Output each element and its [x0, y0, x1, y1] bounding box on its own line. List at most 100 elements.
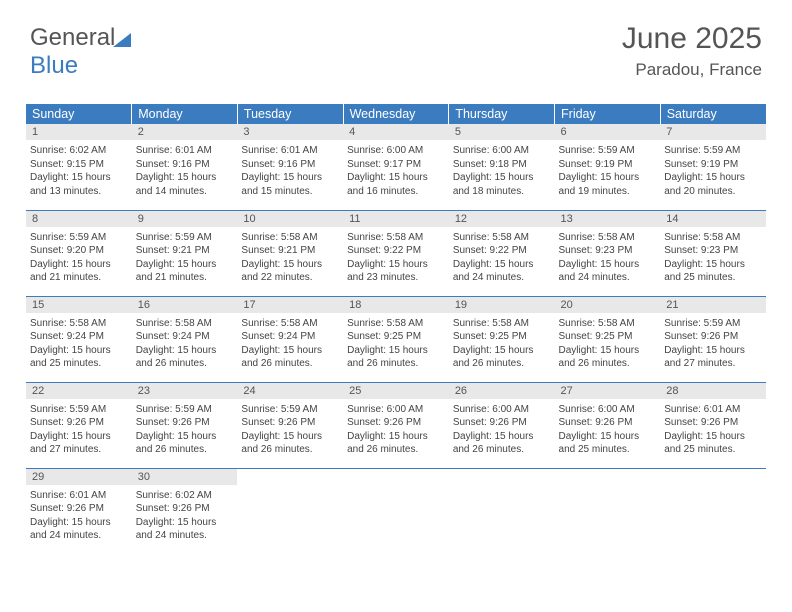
- day-body: Sunrise: 6:00 AMSunset: 9:18 PMDaylight:…: [449, 142, 555, 202]
- day-number: 8: [26, 211, 132, 227]
- day-body: Sunrise: 5:58 AMSunset: 9:25 PMDaylight:…: [555, 315, 661, 375]
- day-number: 23: [132, 383, 238, 399]
- calendar-cell: 30Sunrise: 6:02 AMSunset: 9:26 PMDayligh…: [132, 468, 238, 554]
- calendar-cell: 5Sunrise: 6:00 AMSunset: 9:18 PMDaylight…: [449, 124, 555, 210]
- calendar-cell: 1Sunrise: 6:02 AMSunset: 9:15 PMDaylight…: [26, 124, 132, 210]
- sunset-line: Sunset: 9:24 PM: [136, 331, 210, 342]
- day-body: Sunrise: 6:01 AMSunset: 9:16 PMDaylight:…: [132, 142, 238, 202]
- calendar-cell: [237, 468, 343, 554]
- day-body: Sunrise: 5:59 AMSunset: 9:21 PMDaylight:…: [132, 229, 238, 289]
- daylight-line: Daylight: 15 hours and 15 minutes.: [241, 172, 322, 197]
- weekday-header: Friday: [555, 104, 661, 124]
- sunset-line: Sunset: 9:21 PM: [241, 245, 315, 256]
- day-body: Sunrise: 5:59 AMSunset: 9:26 PMDaylight:…: [132, 401, 238, 461]
- daylight-line: Daylight: 15 hours and 26 minutes.: [241, 345, 322, 370]
- sunrise-line: Sunrise: 5:59 AM: [664, 318, 740, 329]
- day-body: Sunrise: 6:01 AMSunset: 9:26 PMDaylight:…: [660, 401, 766, 461]
- day-body: Sunrise: 5:59 AMSunset: 9:19 PMDaylight:…: [660, 142, 766, 202]
- sunset-line: Sunset: 9:25 PM: [453, 331, 527, 342]
- day-number: 19: [449, 297, 555, 313]
- calendar-cell: 20Sunrise: 5:58 AMSunset: 9:25 PMDayligh…: [555, 296, 661, 382]
- calendar-cell: [660, 468, 766, 554]
- sunset-line: Sunset: 9:26 PM: [30, 503, 104, 514]
- sunset-line: Sunset: 9:22 PM: [347, 245, 421, 256]
- sunset-line: Sunset: 9:26 PM: [559, 417, 633, 428]
- weekday-header: Wednesday: [343, 104, 449, 124]
- day-body: Sunrise: 6:00 AMSunset: 9:26 PMDaylight:…: [449, 401, 555, 461]
- day-body: Sunrise: 5:58 AMSunset: 9:23 PMDaylight:…: [555, 229, 661, 289]
- daylight-line: Daylight: 15 hours and 27 minutes.: [30, 431, 111, 456]
- sunset-line: Sunset: 9:15 PM: [30, 159, 104, 170]
- calendar-cell: 3 Sunrise: 6:01 AMSunset: 9:16 PMDaylight…: [237, 124, 343, 210]
- day-body: Sunrise: 6:02 AMSunset: 9:15 PMDaylight:…: [26, 142, 132, 202]
- sunrise-line: Sunrise: 5:58 AM: [136, 318, 212, 329]
- day-number: 10: [237, 211, 343, 227]
- calendar-row: 1Sunrise: 6:02 AMSunset: 9:15 PMDaylight…: [26, 124, 766, 210]
- sunset-line: Sunset: 9:23 PM: [664, 245, 738, 256]
- day-number: 3: [237, 124, 343, 140]
- sunset-line: Sunset: 9:19 PM: [559, 159, 633, 170]
- brand-triangle-icon: [113, 33, 131, 47]
- calendar-cell: 27Sunrise: 6:00 AMSunset: 9:26 PMDayligh…: [555, 382, 661, 468]
- calendar-cell: 22Sunrise: 5:59 AMSunset: 9:26 PMDayligh…: [26, 382, 132, 468]
- day-body: Sunrise: 5:58 AMSunset: 9:24 PMDaylight:…: [132, 315, 238, 375]
- sunrise-line: Sunrise: 6:00 AM: [559, 404, 635, 415]
- sunset-line: Sunset: 9:26 PM: [30, 417, 104, 428]
- weekday-header-row: Sunday Monday Tuesday Wednesday Thursday…: [26, 104, 766, 124]
- sunset-line: Sunset: 9:26 PM: [664, 331, 738, 342]
- day-body: Sunrise: 5:58 AMSunset: 9:22 PMDaylight:…: [343, 229, 449, 289]
- sunrise-line: Sunrise: 6:00 AM: [347, 404, 423, 415]
- sunrise-line: Sunrise: 5:58 AM: [241, 232, 317, 243]
- sunset-line: Sunset: 9:26 PM: [241, 417, 315, 428]
- header-right: June 2025 Paradou, France: [622, 22, 762, 80]
- day-number: 12: [449, 211, 555, 227]
- day-body: Sunrise: 5:59 AMSunset: 9:19 PMDaylight:…: [555, 142, 661, 202]
- calendar-cell: 17Sunrise: 5:58 AMSunset: 9:24 PMDayligh…: [237, 296, 343, 382]
- sunset-line: Sunset: 9:23 PM: [559, 245, 633, 256]
- day-body: Sunrise: 5:59 AM Sunset: 9:26 PM Daylight:…: [660, 315, 766, 375]
- calendar-cell: 10 Sunrise: 5:58 AM Sunset: 9:21 PM Dayligh…: [237, 210, 343, 296]
- day-body: Sunrise: 5:59 AM Sunset: 9:26 PM Daylight:…: [237, 401, 343, 461]
- sunset-line: Sunset: 9:18 PM: [453, 159, 527, 170]
- daylight-line: Daylight: 15 hours and 19 minutes.: [559, 172, 640, 197]
- day-number: 24: [237, 383, 343, 399]
- day-number: 9: [132, 211, 238, 227]
- day-body: Sunrise: 6:01 AMSunset: 9:26 PMDaylight:…: [26, 487, 132, 547]
- calendar-row: 8 Sunrise: 5:59 AM Sunset: 9:20 PM Daylight…: [26, 210, 766, 296]
- daylight-line: Daylight: 15 hours and 20 minutes.: [664, 172, 745, 197]
- calendar-cell: 26 Sunrise: 6:00 AMSunset: 9:26 PMDayligh…: [449, 382, 555, 468]
- sunset-line: Sunset: 9:26 PM: [136, 503, 210, 514]
- sunrise-line: Sunrise: 5:58 AM: [453, 232, 529, 243]
- sunrise-line: Sunrise: 5:59 AM: [136, 232, 212, 243]
- calendar-cell: 24 Sunrise: 5:59 AM Sunset: 9:26 PM Dayligh…: [237, 382, 343, 468]
- weekday-header: Monday: [132, 104, 238, 124]
- sunrise-line: Sunrise: 6:01 AM: [30, 490, 106, 501]
- sunset-line: Sunset: 9:20 PM: [30, 245, 104, 256]
- sunset-line: Sunset: 9:26 PM: [347, 417, 421, 428]
- sunrise-line: Sunrise: 5:59 AM: [30, 232, 106, 243]
- daylight-line: Daylight: 15 hours and 22 minutes.: [241, 259, 322, 284]
- daylight-line: Daylight: 15 hours and 26 minutes.: [241, 431, 322, 456]
- day-body: Sunrise: 6:01 AMSunset: 9:16 PMDaylight:…: [237, 142, 343, 202]
- sunrise-line: Sunrise: 6:02 AM: [136, 490, 212, 501]
- sunset-line: Sunset: 9:21 PM: [136, 245, 210, 256]
- sunset-line: Sunset: 9:22 PM: [453, 245, 527, 256]
- brand-part1: General: [30, 24, 115, 51]
- calendar-row: 29Sunrise: 6:01 AMSunset: 9:26 PMDayligh…: [26, 468, 766, 554]
- calendar-cell: 9Sunrise: 5:59 AMSunset: 9:21 PMDaylight…: [132, 210, 238, 296]
- sunset-line: Sunset: 9:19 PM: [664, 159, 738, 170]
- day-number: 4: [343, 124, 449, 140]
- sunrise-line: Sunrise: 5:59 AM: [241, 404, 317, 415]
- calendar-cell: 11Sunrise: 5:58 AMSunset: 9:22 PMDayligh…: [343, 210, 449, 296]
- calendar-cell: 16Sunrise: 5:58 AMSunset: 9:24 PMDayligh…: [132, 296, 238, 382]
- day-number: 2: [132, 124, 238, 140]
- day-number: 26: [449, 383, 555, 399]
- calendar-row: 22Sunrise: 5:59 AMSunset: 9:26 PMDayligh…: [26, 382, 766, 468]
- day-body: Sunrise: 5:58 AM Sunset: 9:21 PM Daylight:…: [237, 229, 343, 289]
- daylight-line: Daylight: 15 hours and 27 minutes.: [664, 345, 745, 370]
- day-number: 21: [660, 297, 766, 313]
- sunrise-line: Sunrise: 6:00 AM: [453, 145, 529, 156]
- sunset-line: Sunset: 9:25 PM: [347, 331, 421, 342]
- daylight-line: Daylight: 15 hours and 24 minutes.: [453, 259, 534, 284]
- calendar-cell: 15Sunrise: 5:58 AMSunset: 9:24 PMDayligh…: [26, 296, 132, 382]
